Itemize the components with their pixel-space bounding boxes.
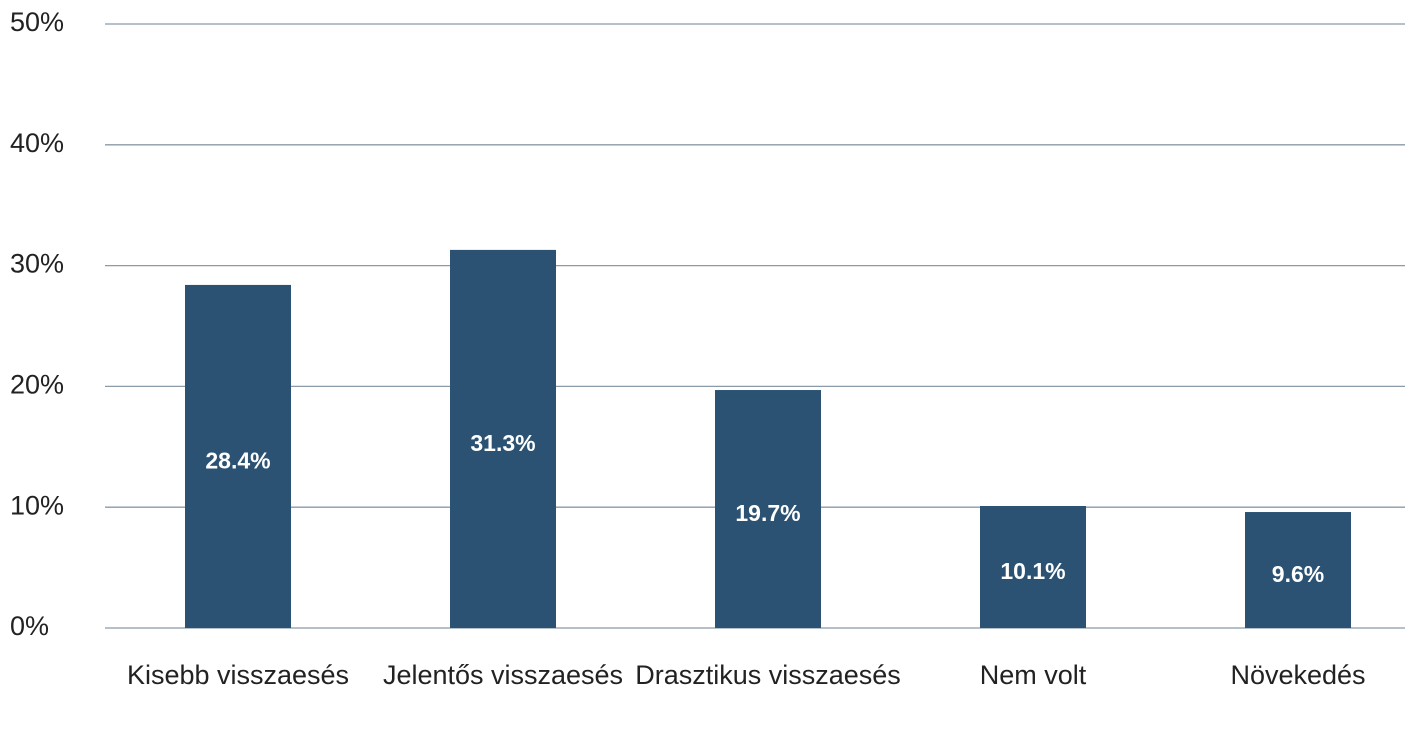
y-tick-label: 40%	[10, 128, 64, 158]
y-tick-label: 30%	[10, 249, 64, 279]
data-label: 10.1%	[1000, 558, 1065, 584]
data-label: 9.6%	[1272, 561, 1324, 587]
y-tick-label: 50%	[10, 7, 64, 37]
x-tick-label: Nem volt	[979, 660, 1087, 690]
data-label: 19.7%	[735, 500, 800, 526]
data-label: 31.3%	[470, 430, 535, 456]
y-tick-label: 10%	[10, 490, 64, 520]
bar	[185, 284, 291, 628]
bar	[980, 505, 1086, 628]
bar	[450, 249, 556, 628]
y-tick-label: 0%	[10, 611, 49, 641]
x-tick-label: Növekedés	[1230, 660, 1366, 690]
bar	[1245, 512, 1351, 628]
x-tick-label: Jelentős visszaesés	[382, 660, 624, 690]
data-label: 28.4%	[205, 448, 270, 474]
y-tick-label: 20%	[10, 370, 64, 400]
x-tick-label: Drasztikus visszaesés	[635, 660, 901, 690]
bar	[715, 390, 821, 628]
x-tick-label: Kisebb visszaesés	[126, 660, 350, 690]
